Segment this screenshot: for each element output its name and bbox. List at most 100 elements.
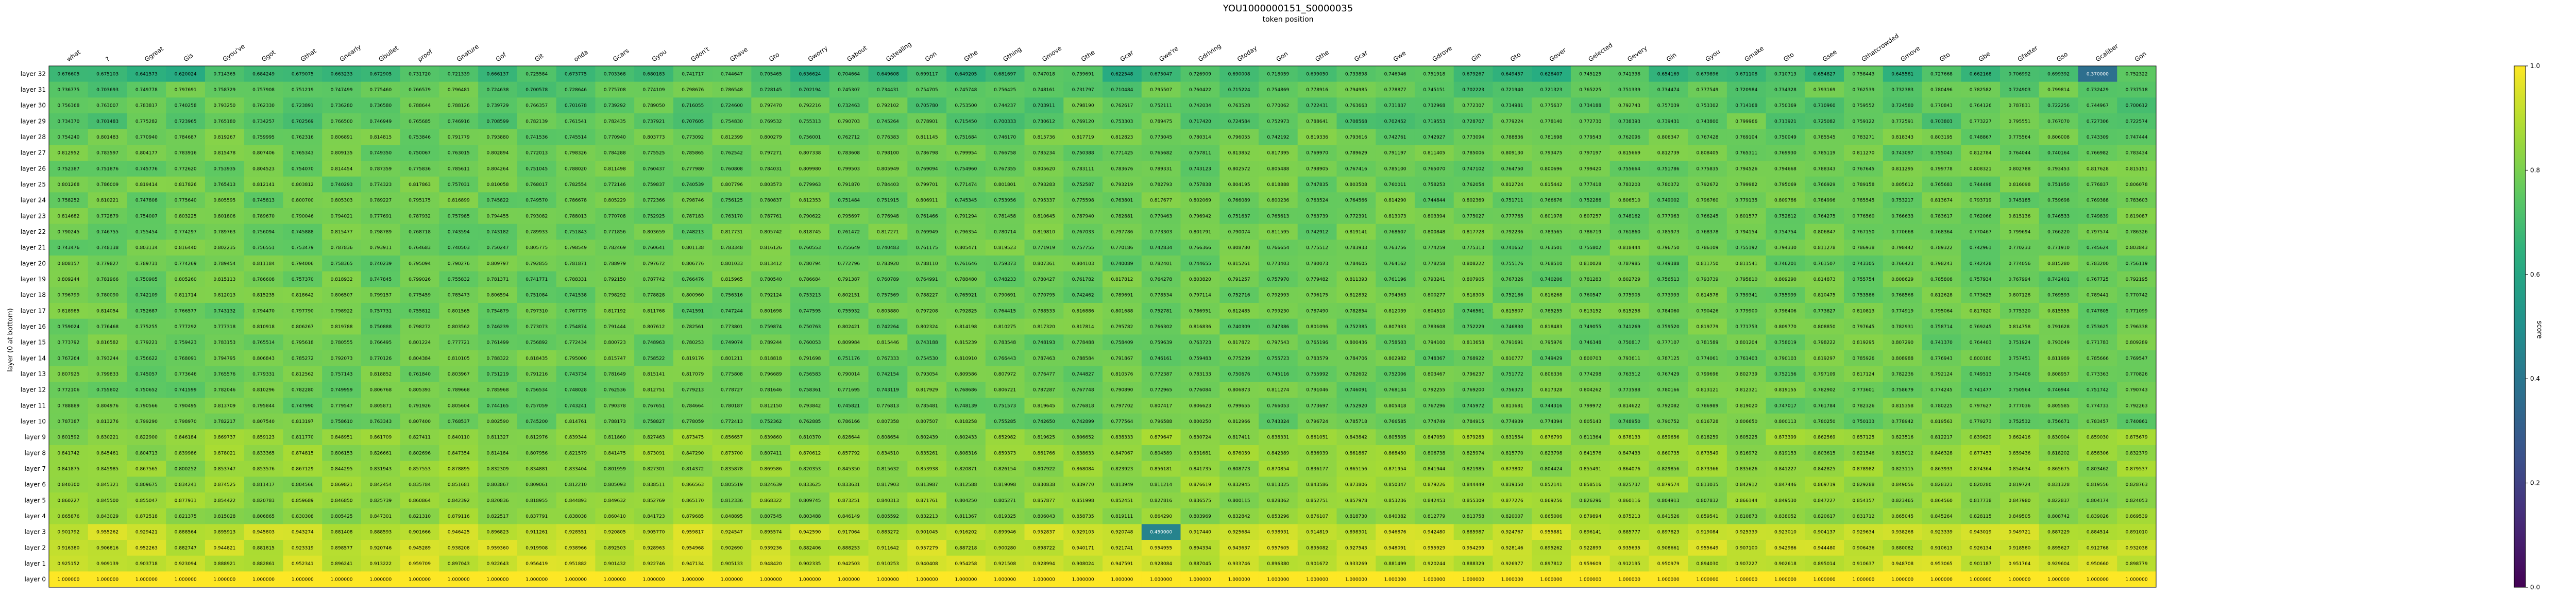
heatmap-cell-value: 0.794668 [1774,166,1797,172]
heatmap-cell-value: 0.819414 [135,182,158,188]
heatmap-cell-value: 0.809745 [799,498,821,503]
heatmap-cell-value: 0.788836 [1501,135,1523,140]
heatmap-cell-value: 0.746830 [1501,325,1523,330]
heatmap-cell-value: 0.743305 [1852,261,1874,266]
heatmap-cell-value: 0.815028 [213,514,235,519]
heatmap-cell-value: 0.765180 [213,119,235,124]
heatmap-cell [1063,97,1103,114]
heatmap-cell-value: 0.948708 [1891,562,1913,567]
heatmap-cell-value: 0.797109 [1814,372,1836,377]
heatmap-cell-value: 0.839629 [1970,435,1992,440]
heatmap-cell-value: 0.852141 [1540,483,1563,488]
heatmap-cell-value: 0.773073 [526,325,548,330]
heatmap-cell-value: 0.882861 [252,562,275,567]
heatmap-cell [985,113,1025,130]
heatmap-cell-value: 0.821579 [565,451,587,456]
heatmap-cell-value: 0.792263 [2126,403,2148,409]
heatmap-cell-value: 0.739729 [487,104,509,109]
x-tick-label: Gthatcrowded [1860,32,1900,63]
heatmap-cell-value: 0.852769 [643,498,665,503]
heatmap-cell-value: 0.807400 [409,419,431,424]
heatmap-cell-value: 0.812321 [1735,388,1757,393]
heatmap-cell-value: 0.831554 [1501,435,1523,440]
heatmap-cell-value: 0.892503 [604,546,626,551]
heatmap-cell-value: 0.806347 [1657,135,1680,140]
heatmap-cell-value: 0.751924 [2008,341,2030,346]
heatmap-cell-value: 0.775313 [1462,246,1484,251]
heatmap-cell-value: 0.815442 [1540,182,1563,188]
heatmap-cell-value: 0.816582 [96,341,118,346]
heatmap-cell-value: 0.783603 [2126,198,2148,203]
heatmap-cell-value: 0.859030 [2087,435,2109,440]
heatmap-cell-value: 0.798549 [565,246,587,251]
x-tick-label: Gnature [455,43,480,63]
heatmap-cell-value: 0.798789 [369,230,392,235]
heatmap-cell-value: 0.910613 [1930,546,1953,551]
heatmap-cell-value: 0.817079 [682,372,704,377]
heatmap-cell-value: 0.701483 [96,119,118,124]
heatmap-cell-value: 0.715450 [955,119,977,124]
heatmap-cell-value: 0.928551 [565,530,587,535]
heatmap-cell-value: 0.898301 [1345,530,1367,535]
heatmap-cell-value: 0.845500 [96,498,118,503]
heatmap-cell-value: 0.751772 [1501,372,1523,377]
heatmap-cell-value: 0.854422 [213,498,235,503]
heatmap-cell-value: 0.859373 [994,451,1016,456]
heatmap-cell-value: 0.804913 [1657,498,1680,503]
heatmap-cell-value: 0.766443 [994,356,1016,361]
heatmap-cell [283,97,323,114]
heatmap-cell-value: 0.848895 [721,514,743,519]
heatmap-cell-value: 0.776477 [1033,372,1055,377]
heatmap-cell-value: 0.789331 [1150,166,1172,172]
heatmap-cell-value: 0.814184 [487,451,509,456]
heatmap-cell-value: 0.766500 [331,119,353,124]
heatmap-cell-value: 0.771695 [838,388,860,393]
heatmap-cell-value: 0.799701 [916,182,938,188]
heatmap-cell-value: 0.911642 [877,546,899,551]
heatmap-cell-value: 0.744498 [1970,182,1992,188]
heatmap-cell-value: 0.751711 [1501,198,1523,203]
heatmap-cell-value: 0.808780 [1228,246,1250,251]
heatmap-cell-value: 0.774056 [2008,261,2030,266]
heatmap-cell-value: 0.787183 [682,214,704,219]
heatmap-cell [1063,81,1103,98]
heatmap-cell-value: 0.777036 [2008,403,2030,409]
heatmap-cell-value: 0.822837 [2047,498,2070,503]
heatmap-cell-value: 0.700578 [526,88,548,93]
heatmap-cell-value: 0.785119 [1814,151,1836,156]
heatmap-cell-value: 0.796354 [955,230,977,235]
heatmap-cell-value: 0.779135 [1735,198,1757,203]
heatmap-cell-value: 0.775564 [2008,135,2030,140]
heatmap-cell-value: 0.782793 [1150,182,1172,188]
heatmap-cell [1532,97,1571,114]
heatmap-cell-value: 0.895913 [213,530,235,535]
heatmap-cell [1219,66,1259,82]
heatmap-cell-value: 0.946425 [448,530,470,535]
heatmap-cell-value: 0.780555 [331,341,353,346]
x-tick-label: Gon [924,50,938,63]
heatmap-cell-value: 0.779547 [331,403,353,409]
heatmap-cell-value: 0.732968 [1423,104,1445,109]
heatmap-cell-value: 0.769120 [1072,119,1094,124]
heatmap-cell-value: 0.792993 [1267,293,1289,298]
heatmap-cell-value: 0.700612 [2126,104,2148,109]
heatmap-cell-value: 0.755832 [448,277,470,282]
heatmap-cell-value: 0.700333 [994,119,1016,124]
heatmap-cell-value: 0.783920 [877,261,899,266]
heatmap-cell-value: 0.784687 [175,135,197,140]
heatmap-cell-value: 0.741477 [1970,388,1992,393]
heatmap-cell-value: 0.774298 [1579,372,1601,377]
heatmap-cell-value: 0.794330 [1774,246,1797,251]
heatmap-cell-value: 0.785255 [1540,309,1563,314]
heatmap-cell-value: 0.814815 [369,135,392,140]
heatmap-cell-value: 0.877453 [1970,451,1992,456]
colorbar-tick-label: 0.2 [2530,480,2540,487]
heatmap-cell-value: 0.772307 [1462,104,1484,109]
heatmap-cell-value: 0.740089 [1111,261,1133,266]
heatmap-cell-value: 0.840313 [877,498,899,503]
heatmap-cell-value: 0.750817 [1618,341,1640,346]
heatmap-cell-value: 0.714168 [1735,104,1757,109]
heatmap-cell-value: 0.791294 [955,214,977,219]
heatmap-cell [127,81,166,98]
heatmap-cell-value: 0.792195 [2126,277,2148,282]
